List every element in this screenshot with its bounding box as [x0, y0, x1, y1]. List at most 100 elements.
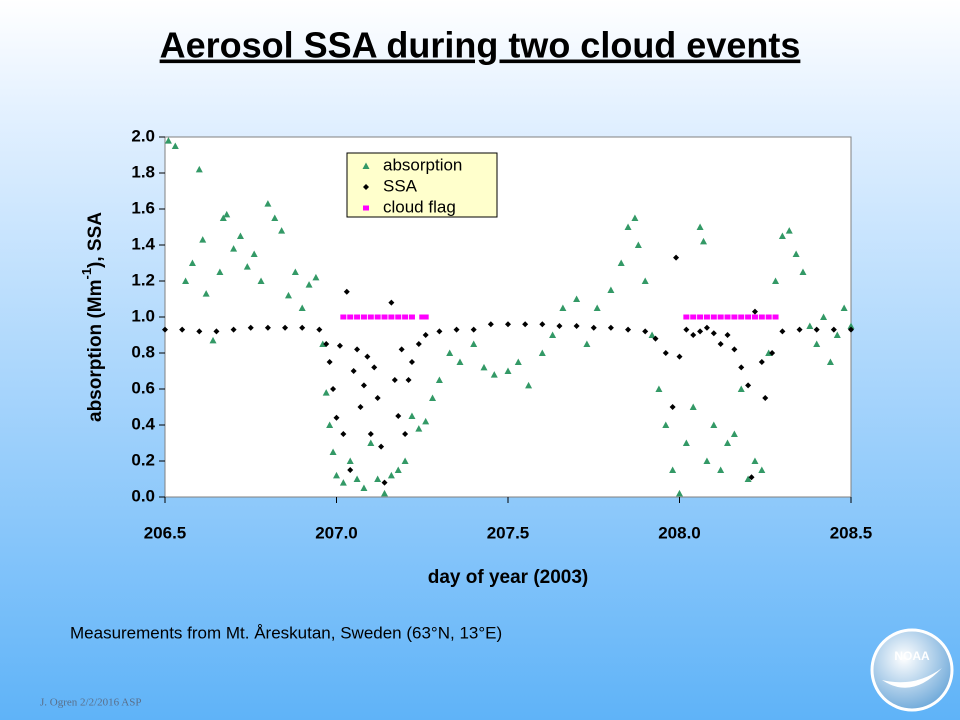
point [422, 314, 429, 320]
legend-marker [362, 162, 370, 169]
point [840, 304, 848, 311]
point [751, 457, 759, 464]
point [374, 475, 382, 482]
point [538, 349, 546, 356]
legend-label: cloud flag [383, 197, 456, 216]
point [682, 439, 690, 446]
y-tick-label: 0.4 [131, 414, 155, 433]
point [250, 250, 258, 257]
point [617, 259, 625, 266]
point [737, 385, 745, 392]
point [405, 377, 412, 383]
point [381, 479, 388, 486]
point [806, 322, 814, 329]
point [573, 295, 581, 302]
point [522, 321, 529, 328]
point [683, 314, 690, 320]
point [374, 395, 381, 401]
point [690, 332, 697, 338]
point [648, 331, 656, 338]
point [751, 308, 758, 315]
point [388, 299, 395, 306]
point [676, 353, 683, 360]
point [395, 314, 402, 320]
point [381, 314, 388, 320]
point [778, 232, 786, 239]
point [343, 288, 350, 295]
y-tick-label: 1.4 [131, 234, 155, 253]
point [826, 358, 834, 365]
point [717, 341, 724, 347]
point [333, 471, 340, 479]
point [631, 214, 639, 221]
point [326, 359, 333, 365]
point [820, 313, 828, 320]
point [539, 321, 546, 328]
point [717, 314, 724, 320]
point [697, 328, 704, 335]
point [395, 413, 402, 419]
point [360, 382, 367, 389]
point [381, 489, 389, 497]
point [264, 324, 271, 331]
point [703, 457, 711, 464]
point [556, 323, 563, 329]
y-tick-label: 0.6 [131, 378, 155, 397]
point [772, 314, 779, 320]
point [408, 412, 416, 419]
point [696, 223, 704, 230]
point [257, 277, 265, 284]
point [762, 395, 769, 401]
point [340, 431, 347, 437]
point [171, 142, 179, 149]
point [453, 326, 460, 333]
legend-label: absorption [383, 155, 462, 174]
y-tick-label: 0.2 [131, 450, 155, 469]
y-label-sup: -1 [79, 268, 94, 280]
point [387, 471, 395, 479]
point [769, 350, 776, 356]
point [188, 259, 196, 266]
point [559, 304, 567, 311]
legend-marker [363, 184, 369, 190]
point [391, 377, 398, 383]
point [435, 376, 443, 383]
point [745, 314, 752, 320]
point [758, 466, 766, 473]
point [388, 314, 395, 320]
point [487, 321, 494, 328]
point [354, 346, 361, 353]
point [593, 304, 601, 311]
point [470, 340, 478, 347]
point [683, 326, 690, 333]
point [689, 403, 697, 410]
point [284, 291, 292, 299]
point [422, 332, 429, 338]
point [785, 227, 793, 234]
point [264, 200, 272, 207]
point [738, 314, 745, 320]
point [408, 314, 415, 320]
point [367, 314, 374, 320]
note: Measurements from Mt. Åreskutan, Sweden … [70, 623, 502, 642]
point [182, 277, 190, 284]
point [298, 304, 306, 311]
point [322, 389, 330, 396]
point [219, 214, 227, 221]
point [583, 340, 591, 347]
point [514, 358, 522, 365]
point [690, 314, 697, 320]
x-tick-label: 208.0 [658, 523, 701, 542]
point [792, 250, 800, 257]
point [700, 237, 708, 245]
point [199, 236, 207, 243]
point [329, 448, 337, 455]
point [662, 350, 669, 356]
point [202, 290, 210, 297]
point [326, 421, 334, 428]
y-tick-label: 2.0 [131, 126, 155, 145]
point [641, 277, 649, 284]
point [394, 466, 402, 473]
point [573, 323, 580, 329]
